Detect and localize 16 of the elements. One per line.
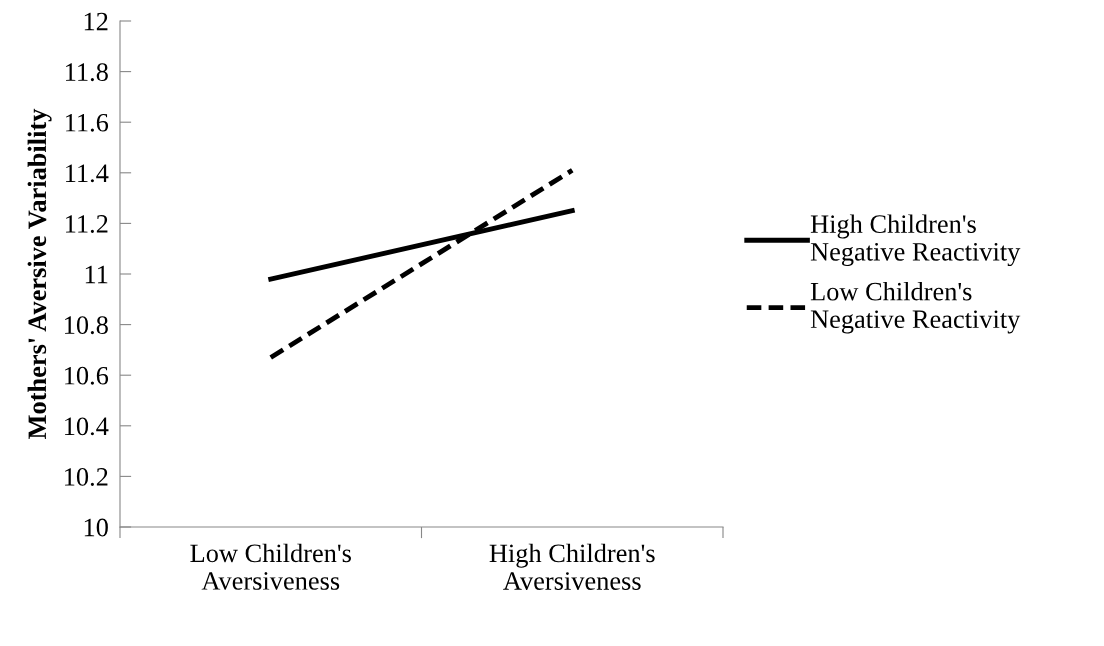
y-tick-label: 11.8 (66, 63, 108, 82)
legend-label: High Children's Negative Reactivity (810, 214, 1021, 267)
y-tick-label: 11.2 (66, 215, 108, 233)
y-tick-label: 10.2 (65, 468, 108, 486)
y-tick-label: 11.6 (66, 113, 109, 132)
y-tick-label: 12 (84, 12, 108, 31)
y-axis-title: Mothers' Aversive Variability (27, 108, 52, 439)
y-tick-label: 10.8 (65, 316, 108, 335)
y-tick-label: 10.6 (65, 366, 109, 385)
x-tick-label: Low Children's Aversiveness (190, 543, 351, 590)
legend-label: Low Children's Negative Reactivity (810, 281, 1021, 334)
y-tick-label: 10 (84, 518, 108, 537)
x-tick-label: High Children's Aversiveness (489, 543, 655, 590)
y-tick-label: 11.4 (66, 164, 109, 183)
y-tick-label: 10.4 (65, 417, 109, 436)
y-tick-label: 11 (85, 265, 108, 284)
